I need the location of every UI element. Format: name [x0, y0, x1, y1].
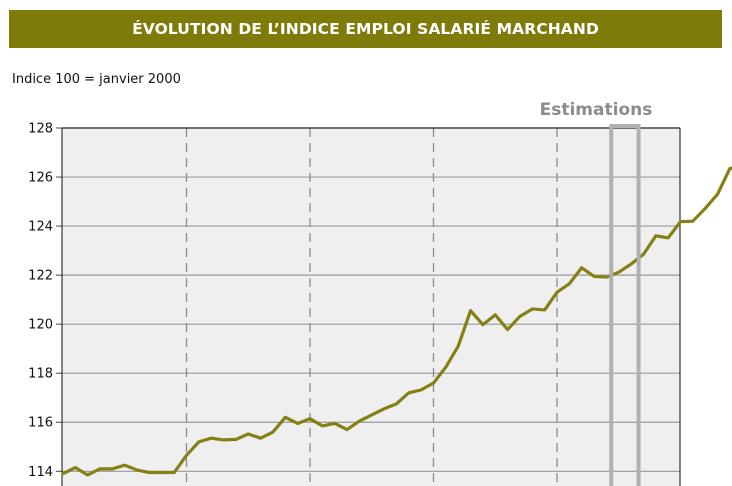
estimations-annotation: Estimations [539, 100, 653, 120]
series-line [61, 166, 732, 477]
y-tick-label: 122 [28, 269, 53, 284]
y-tick-label: 120 [28, 318, 53, 333]
y-tick-label: 114 [28, 465, 53, 480]
chart-title: ÉVOLUTION DE L’INDICE EMPLOI SALARIÉ MAR… [132, 20, 599, 38]
y-tick-label: 128 [28, 122, 53, 137]
y-tick-label: 116 [28, 416, 53, 431]
title-bar: ÉVOLUTION DE L’INDICE EMPLOI SALARIÉ MAR… [9, 10, 722, 48]
estimation-frame [609, 124, 641, 486]
plot-area [62, 128, 680, 486]
y-tick-label: 124 [28, 220, 53, 235]
chart-subtitle: Indice 100 = janvier 2000 [12, 72, 181, 87]
y-tick-label: 126 [28, 171, 53, 186]
y-tick-label: 118 [28, 367, 53, 382]
